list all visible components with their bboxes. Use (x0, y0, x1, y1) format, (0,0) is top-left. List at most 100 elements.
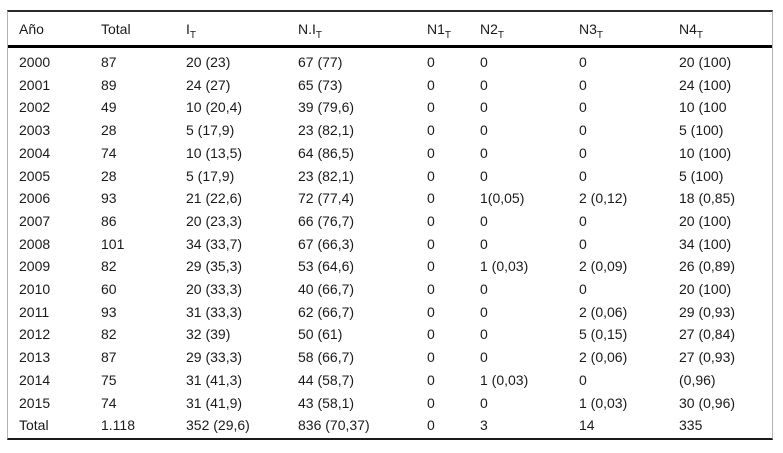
cell: 86 (101, 212, 117, 229)
cell: 10 (20,4) (186, 99, 243, 116)
cell: 44 (58,7) (298, 371, 355, 388)
cell: 0 (427, 144, 435, 161)
cell: 2014 (19, 371, 51, 388)
column-header: N.IT (287, 12, 416, 48)
cell: 0 (480, 122, 488, 139)
cell: 101 (101, 235, 125, 252)
cell: 5 (17,9) (186, 122, 235, 139)
cell: 0 (427, 190, 435, 207)
cell: 72 (77,4) (298, 190, 355, 207)
table-row: 2000 87 20 (23) 67 (77) 0 0 0 20 (100) (8, 47, 772, 74)
cell: 0 (579, 212, 587, 229)
cell: 14 (579, 417, 595, 434)
column-header: Año (8, 12, 90, 48)
cell: 2012 (19, 326, 51, 343)
cell: 0 (480, 394, 488, 411)
cell: 10 (100 (679, 99, 727, 116)
cell: 50 (61) (298, 326, 343, 343)
cell: 21 (22,6) (186, 190, 243, 207)
cell: 0 (480, 76, 488, 93)
cell: 0 (427, 281, 435, 298)
cell: 3 (480, 417, 488, 434)
cell: 0 (427, 167, 435, 184)
column-label: Año (19, 20, 44, 37)
cell: 82 (101, 326, 117, 343)
cell: 0 (579, 281, 587, 298)
cell: 0 (480, 212, 488, 229)
cell: 0 (427, 99, 435, 116)
cell: 0 (480, 99, 488, 116)
cell: 74 (101, 144, 117, 161)
table-row: 2003 28 5 (17,9) 23 (82,1) 0 0 0 5 (100) (8, 119, 772, 142)
table-row: 2015 74 31 (41,9) 43 (58,1) 0 0 1 (0,03) 30 (0,… (8, 392, 772, 415)
column-header: N2T (469, 12, 568, 48)
cell: 93 (101, 190, 117, 207)
cell: 0 (427, 235, 435, 252)
column-label-subscript: T (315, 29, 322, 41)
cell: 5 (100) (679, 167, 724, 184)
cell: 0 (480, 235, 488, 252)
cell: (0,96) (679, 371, 716, 388)
cell: 75 (101, 371, 117, 388)
cell: 0 (480, 349, 488, 366)
table-row: 2005 28 5 (17,9) 23 (82,1) 0 0 0 5 (100) (8, 165, 772, 188)
cell: 32 (39) (186, 326, 231, 343)
cell: 29 (0,93) (679, 303, 736, 320)
table-row: 2008 101 34 (33,7) 67 (66,3) 0 0 0 34 (100) (8, 233, 772, 256)
cell: 0 (427, 394, 435, 411)
cell: 89 (101, 76, 117, 93)
cell: 29 (33,3) (186, 349, 243, 366)
cell: 2008 (19, 235, 51, 252)
cell: 0 (579, 235, 587, 252)
cell: 34 (100) (679, 235, 732, 252)
cell: 5 (100) (679, 122, 724, 139)
cell: 0 (579, 122, 587, 139)
table-row: 2010 60 20 (33,3) 40 (66,7) 0 0 0 20 (100) (8, 278, 772, 301)
cell: 2011 (19, 303, 50, 320)
cell: 0 (427, 303, 435, 320)
cell: 0 (579, 99, 587, 116)
cell: 10 (13,5) (186, 144, 243, 161)
cell: 66 (76,7) (298, 212, 355, 229)
cell: 65 (73) (298, 76, 343, 93)
cell: 60 (101, 281, 117, 298)
cell: 31 (41,3) (186, 371, 243, 388)
cell: 5 (0,15) (579, 326, 628, 343)
column-label: N4 (679, 20, 697, 37)
cell: 0 (427, 349, 435, 366)
cell: 31 (33,3) (186, 303, 243, 320)
cell: 0 (480, 303, 488, 320)
table-row: 2011 93 31 (33,3) 62 (66,7) 0 0 2 (0,06) 29 (0,… (8, 301, 772, 324)
table-row: 2001 89 24 (27) 65 (73) 0 0 0 24 (100) (8, 74, 772, 97)
cell: 836 (70,37) (298, 417, 370, 434)
table-row: 2014 75 31 (41,3) 44 (58,7) 0 1 (0,03) 0 (0,96) (8, 369, 772, 392)
cell: 2007 (19, 212, 51, 229)
cell: 27 (0,84) (679, 326, 736, 343)
cell: 2 (0,06) (579, 349, 628, 366)
cell: 0 (579, 144, 587, 161)
cell: 20 (100) (679, 281, 732, 298)
column-header: IT (175, 12, 287, 48)
column-label: N2 (480, 20, 498, 37)
cell: 0 (579, 371, 587, 388)
cell: 1 (0,03) (480, 258, 529, 275)
cell: 2001 (19, 76, 51, 93)
table-row: 2004 74 10 (13,5) 64 (86,5) 0 0 0 10 (100) (8, 142, 772, 165)
column-header: N3T (568, 12, 668, 48)
cell: 20 (23,3) (186, 212, 243, 229)
cell: 29 (35,3) (186, 258, 243, 275)
cell: 0 (427, 258, 435, 275)
cell: 2013 (19, 349, 51, 366)
cell: 64 (86,5) (298, 144, 355, 161)
cell: 0 (480, 281, 488, 298)
cell: 67 (77) (298, 54, 343, 70)
cell: 0 (480, 167, 488, 184)
cell: 20 (33,3) (186, 281, 243, 298)
cell: 2010 (19, 281, 51, 298)
cell: 0 (579, 54, 587, 70)
cell: 26 (0,89) (679, 258, 736, 275)
incidence-table: Año Total IT N.IT N1T N2T N3T N4T 2000 87 20 (23)… (8, 12, 772, 437)
column-header: Total (90, 12, 175, 48)
cell: 5 (17,9) (186, 167, 235, 184)
column-label-subscript: T (444, 29, 452, 41)
